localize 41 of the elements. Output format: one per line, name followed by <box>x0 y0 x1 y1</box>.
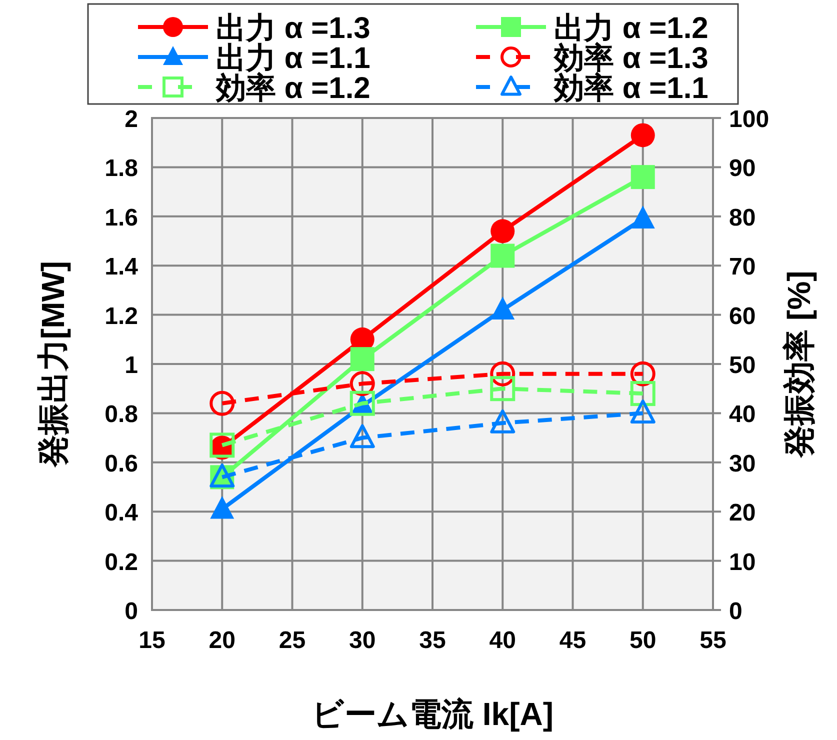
legend-label: 効率 α =1.2 <box>215 71 370 105</box>
y-tick-label: 1.4 <box>104 254 139 281</box>
y-tick-label: 1.2 <box>104 302 138 330</box>
x-tick-label: 15 <box>138 627 166 654</box>
y2-tick-label: 60 <box>729 302 756 330</box>
y2-tick-label: 70 <box>729 254 756 281</box>
y2-tick-label: 20 <box>729 500 756 527</box>
x-tick-label: 30 <box>349 627 376 654</box>
y-tick-label: 0 <box>124 598 138 625</box>
y-tick-label: 1.6 <box>104 204 138 232</box>
y2-tick-label: 30 <box>729 450 756 478</box>
x-tick-label: 20 <box>208 627 236 654</box>
point <box>490 219 515 244</box>
x-tick-label: 55 <box>700 627 726 654</box>
y2-tick-label: 90 <box>729 155 756 182</box>
y2-tick-label: 0 <box>729 598 742 625</box>
y2-tick-label: 100 <box>729 106 770 133</box>
y-tick-label: 1.8 <box>104 155 138 182</box>
x-tick-label: 50 <box>630 627 656 654</box>
point <box>630 165 655 190</box>
point <box>630 123 655 148</box>
y2-axis-title: 発振効率 [%] <box>781 270 817 458</box>
x-tick-label: 25 <box>278 627 306 654</box>
legend-label: 効率 α =1.1 <box>553 71 708 105</box>
y-tick-label: 0.4 <box>104 500 139 527</box>
y-tick-label: 2 <box>124 106 138 133</box>
y2-tick-label: 80 <box>729 204 756 232</box>
y-axis-title: 発振出力[MW] <box>35 260 71 468</box>
y-tick-label: 0.2 <box>104 548 138 576</box>
x-tick-label: 35 <box>419 627 446 654</box>
y-tick-label: 1 <box>124 352 138 379</box>
point <box>490 244 515 268</box>
y2-tick-label: 50 <box>729 352 756 379</box>
y-tick-label: 0.8 <box>104 401 138 428</box>
x-tick-label: 45 <box>559 627 586 654</box>
point <box>350 347 374 372</box>
x-tick-label: 40 <box>489 627 516 654</box>
y2-tick-label: 10 <box>729 548 756 576</box>
x-axis-title: ビーム電流 Ik[A] <box>312 696 554 732</box>
y-tick-label: 0.6 <box>104 450 138 478</box>
y2-tick-label: 40 <box>729 401 756 428</box>
